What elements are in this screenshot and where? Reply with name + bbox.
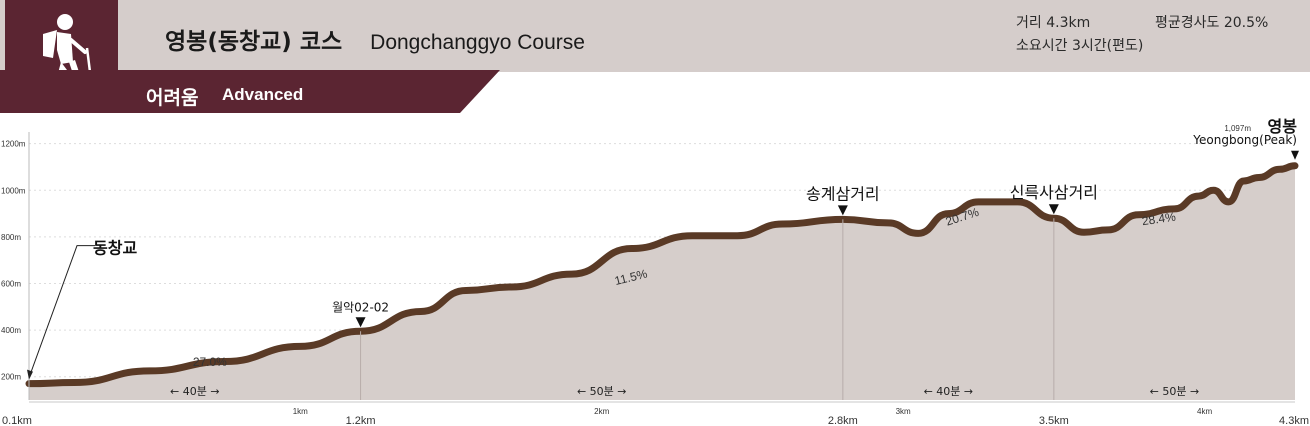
peak-elevation-label: 1,097m bbox=[1224, 124, 1251, 133]
start-callout-line bbox=[28, 245, 95, 378]
course-header bbox=[0, 0, 1310, 72]
waypoint-label: 월악02-02 bbox=[332, 300, 389, 314]
difficulty-bar bbox=[0, 70, 500, 113]
waypoint-marker bbox=[1048, 204, 1059, 215]
x-minor-tick-label: 4km bbox=[1197, 407, 1212, 416]
elevation-area bbox=[29, 165, 1295, 400]
y-tick-label: 600m bbox=[1, 279, 21, 288]
waypoint-label: 송계삼거리 bbox=[806, 184, 880, 203]
segment-time-label: ← 40분 → bbox=[924, 385, 974, 398]
stats-right: 평균경사도 20.5% bbox=[1155, 12, 1268, 35]
grade-label: 27.0% bbox=[193, 355, 227, 369]
grade-label: 28.4% bbox=[1141, 210, 1177, 229]
segment-time-label: ← 50분 → bbox=[1150, 385, 1200, 398]
x-distance-label: 2.8km bbox=[828, 415, 858, 426]
x-minor-tick-label: 1km bbox=[293, 407, 308, 416]
y-tick-label: 800m bbox=[1, 233, 21, 242]
elevation-line bbox=[25, 162, 1299, 388]
waypoint-marker bbox=[837, 205, 848, 216]
stats-left: 거리 4.3km 소요시간 3시간(편도) bbox=[1016, 12, 1143, 58]
course-title: 영봉(동창교) 코스 Dongchanggyo Course bbox=[165, 22, 585, 56]
waypoint-label: 신륵사삼거리 bbox=[1010, 183, 1098, 202]
x-minor-tick-label: 3km bbox=[896, 407, 911, 416]
title-korean: 영봉(동창교) 코스 bbox=[165, 29, 343, 55]
x-distance-label: 0.1km bbox=[2, 415, 32, 426]
title-english: Dongchanggyo Course bbox=[370, 31, 585, 54]
waypoint-label-peak: 영봉 bbox=[1268, 117, 1298, 136]
x-distance-label: 4.3km bbox=[1279, 415, 1309, 426]
start-marker bbox=[27, 369, 33, 380]
avg-slope-stat: 평균경사도 20.5% bbox=[1155, 15, 1269, 31]
duration-stat: 소요시간 3시간(편도) bbox=[1016, 38, 1144, 54]
difficulty-korean: 어려움 bbox=[146, 87, 199, 109]
x-distance-label: 3.5km bbox=[1039, 415, 1069, 426]
y-tick-label: 1000m bbox=[1, 186, 26, 195]
waypoint-label-start: 동창교 bbox=[93, 239, 137, 258]
segment-time-label: ← 40분 → bbox=[170, 385, 220, 398]
distance-stat: 거리 4.3km bbox=[1016, 15, 1091, 31]
y-tick-label: 1200m bbox=[1, 140, 26, 149]
elevation-profile-chart: 200m 400m 600m 800m 1000m 1200m 1km 2km 3km 4km 0.… bbox=[1, 117, 1309, 426]
peak-sublabel: Yeongbong(Peak) bbox=[1192, 133, 1297, 147]
segment-time-label: ← 50분 → bbox=[577, 385, 627, 398]
x-minor-tick-label: 2km bbox=[594, 407, 609, 416]
y-tick-label: 400m bbox=[1, 326, 21, 335]
waypoint-marker bbox=[1291, 150, 1299, 160]
y-tick-label: 200m bbox=[1, 373, 21, 382]
difficulty-english: Advanced bbox=[222, 85, 304, 104]
x-distance-label: 1.2km bbox=[346, 415, 376, 426]
waypoint-marker bbox=[355, 317, 366, 328]
